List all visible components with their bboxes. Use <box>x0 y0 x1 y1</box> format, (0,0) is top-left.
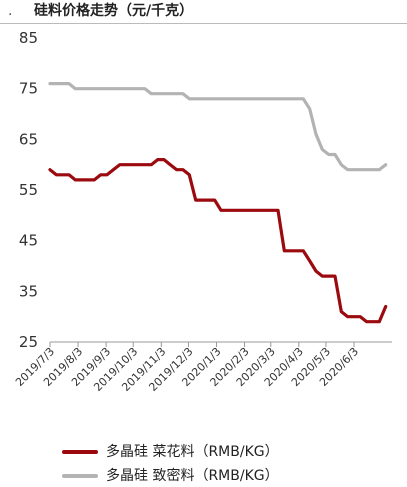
legend-swatch-series-2 <box>62 474 98 478</box>
series-line-2 <box>50 84 386 170</box>
series-lines <box>50 84 386 322</box>
y-tick-label: 65 <box>19 130 38 148</box>
legend-swatch-series-1 <box>62 450 98 454</box>
legend-label-series-1: 多晶硅 菜花料（RMB/KG） <box>106 441 279 463</box>
line-chart: 25 35 45 55 65 75 85 2019/7/32019/8/32019/9/32… <box>0 0 407 400</box>
y-tick-label: 25 <box>19 333 38 351</box>
legend-item-series-1: 多晶硅 菜花料（RMB/KG） <box>62 441 402 463</box>
y-axis-tick-labels: 25 35 45 55 65 75 85 <box>19 29 38 351</box>
y-tick-label: 45 <box>19 232 38 250</box>
y-tick-label: 35 <box>19 282 38 300</box>
y-tick-label: 55 <box>19 181 38 199</box>
x-axis-tick-labels: 2019/7/32019/8/32019/9/32019/10/32019/11… <box>13 345 361 394</box>
y-tick-label: 85 <box>19 29 38 47</box>
legend-item-series-2: 多晶硅 致密料（RMB/KG） <box>62 465 402 487</box>
legend-label-series-2: 多晶硅 致密料（RMB/KG） <box>106 465 279 487</box>
y-tick-label: 75 <box>19 80 38 98</box>
series-line-1 <box>50 160 386 322</box>
x-axis-tick-marks <box>50 342 354 347</box>
